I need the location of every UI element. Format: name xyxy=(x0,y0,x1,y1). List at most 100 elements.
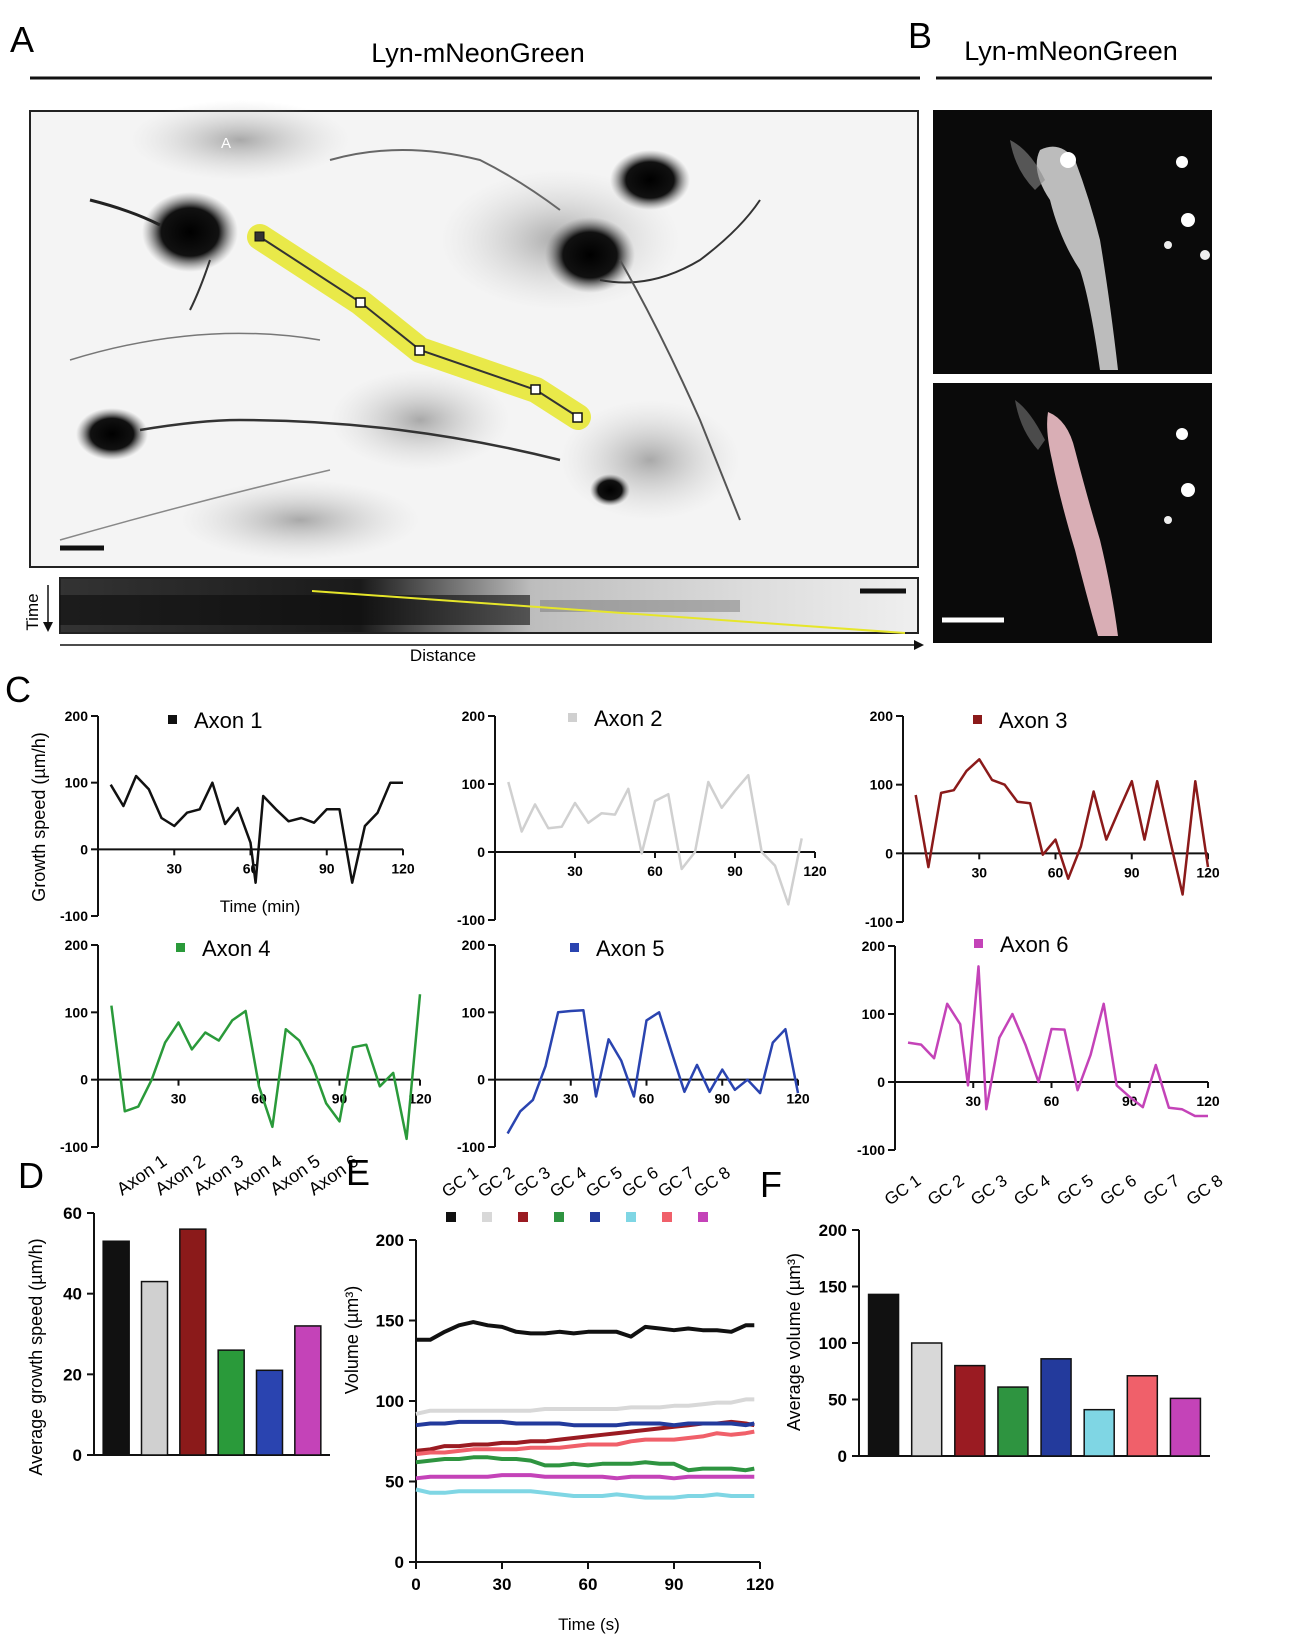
x-tick-label: 90 xyxy=(727,863,743,879)
legend-marker xyxy=(626,1212,636,1222)
y-tick-label: 200 xyxy=(870,708,894,724)
x-tick-label: 60 xyxy=(647,863,663,879)
category-label: GC 5 xyxy=(1053,1171,1096,1209)
legend-label: GC 1 xyxy=(438,1163,481,1201)
legend-label: Axon 1 xyxy=(194,708,263,733)
bar-gc-1 xyxy=(867,1293,900,1457)
panel-letter-e: E xyxy=(346,1152,370,1193)
x-tick-label: 120 xyxy=(803,863,827,879)
volume-xlabel: Time (s) xyxy=(558,1615,620,1634)
y-tick-label: 100 xyxy=(819,1334,847,1353)
volume-ylabel: Volume (µm³) xyxy=(342,1286,362,1394)
series-line-gc2 xyxy=(415,1397,755,1416)
y-tick-label: -100 xyxy=(60,908,88,924)
bar-axon-3 xyxy=(179,1228,207,1456)
legend-label: GC 5 xyxy=(582,1163,625,1201)
legend-marker xyxy=(446,1212,456,1222)
x-tick-label: 30 xyxy=(563,1091,579,1107)
series-line-axon1 xyxy=(109,774,403,884)
series-line-axon3 xyxy=(914,758,1210,896)
x-tick-label: 120 xyxy=(408,1091,432,1107)
x-tick-label: 0 xyxy=(411,1575,420,1594)
legend-label: Axon 4 xyxy=(202,936,271,961)
x-tick-label: 30 xyxy=(567,863,583,879)
avg-volume-ylabel: Average volume (µm³) xyxy=(784,1253,804,1431)
chart-axon-2: 200 100 0 -100 30 60 90 120 Axon 2 xyxy=(457,706,827,928)
legend-marker xyxy=(568,713,577,722)
x-tick-label: 60 xyxy=(639,1091,655,1107)
series-line-axon5 xyxy=(506,1009,800,1135)
legend-marker xyxy=(168,715,177,724)
y-tick-label: 100 xyxy=(862,1006,886,1022)
y-tick-label: 100 xyxy=(870,777,894,793)
kymograph xyxy=(59,577,919,634)
legend-marker xyxy=(590,1212,600,1222)
legend-marker xyxy=(482,1212,492,1222)
y-tick-label: 100 xyxy=(65,775,89,791)
y-tick-label: 0 xyxy=(885,845,893,861)
x-tick-label: 30 xyxy=(493,1575,512,1594)
x-tick-label: 60 xyxy=(1048,864,1064,880)
legend-label: Axon 3 xyxy=(999,708,1068,733)
bar-axon-1 xyxy=(102,1240,130,1456)
series-line-axon2 xyxy=(507,773,803,906)
kymo-ylabel: Time xyxy=(23,593,42,630)
avg-speed-ylabel: Average growth speed (µm/h) xyxy=(26,1238,46,1475)
series-line-axon4 xyxy=(110,994,422,1141)
chart-axon-6: 200 100 0 -100 30 60 90 120 Axon 6 xyxy=(857,932,1220,1158)
y-tick-label: -100 xyxy=(865,914,893,930)
series-line-gc5 xyxy=(415,1419,755,1428)
bar-axon-6 xyxy=(294,1325,322,1456)
x-tick-label: 120 xyxy=(391,860,415,876)
legend-label: Axon 6 xyxy=(1000,932,1069,957)
y-tick-label: 100 xyxy=(65,1004,89,1020)
chart-axon-5: 200 100 0 -100 30 60 90 120 Axon 5 xyxy=(457,936,810,1155)
y-tick-label: 40 xyxy=(63,1285,82,1304)
x-tick-label: 30 xyxy=(166,860,182,876)
panel-letter-c: C xyxy=(5,669,31,710)
y-tick-label: 0 xyxy=(395,1553,404,1572)
category-label: GC 7 xyxy=(1140,1171,1183,1209)
legend-marker xyxy=(570,943,579,952)
bar-axon-4 xyxy=(217,1349,245,1456)
y-tick-label: 0 xyxy=(877,1074,885,1090)
x-tick-label: 90 xyxy=(319,860,335,876)
panel-letter-a: A xyxy=(10,19,34,60)
bar-gc-8 xyxy=(1169,1397,1202,1457)
x-tick-label: 60 xyxy=(1044,1093,1060,1109)
y-tick-label: 0 xyxy=(477,1072,485,1088)
y-tick-label: 200 xyxy=(462,937,486,953)
legend-label: Axon 5 xyxy=(596,936,665,961)
legend-marker xyxy=(518,1212,528,1222)
category-label: GC 6 xyxy=(1097,1171,1140,1209)
kymo-time-axis xyxy=(43,585,53,632)
axon1-xlabel: Time (min) xyxy=(220,897,301,916)
y-tick-label: -100 xyxy=(60,1139,88,1155)
legend-marker xyxy=(662,1212,672,1222)
y-tick-label: 0 xyxy=(477,844,485,860)
y-tick-label: 0 xyxy=(80,841,88,857)
legend-marker xyxy=(176,943,185,952)
legend-label: Axon 2 xyxy=(594,706,663,731)
x-tick-label: 60 xyxy=(579,1575,598,1594)
x-tick-label: 120 xyxy=(786,1091,810,1107)
chart-axon-3: 200 100 0 -100 30 60 90 120 Axon 3 xyxy=(865,708,1220,930)
y-tick-label: 150 xyxy=(819,1278,847,1297)
y-tick-label: 100 xyxy=(376,1392,404,1411)
y-tick-label: 60 xyxy=(63,1204,82,1223)
y-tick-label: -100 xyxy=(457,1139,485,1155)
series-line-gc1 xyxy=(416,1320,755,1342)
category-label: GC 2 xyxy=(924,1171,967,1209)
legend-label: GC 2 xyxy=(474,1163,517,1201)
series-line-gc6 xyxy=(415,1487,755,1500)
kymo-xlabel: Distance xyxy=(410,646,476,665)
x-tick-label: 120 xyxy=(746,1575,774,1594)
series-line-axon6 xyxy=(907,965,1208,1118)
bar-gc-3 xyxy=(954,1364,986,1457)
legend-marker xyxy=(554,1212,564,1222)
kymograph-trace xyxy=(311,590,906,634)
